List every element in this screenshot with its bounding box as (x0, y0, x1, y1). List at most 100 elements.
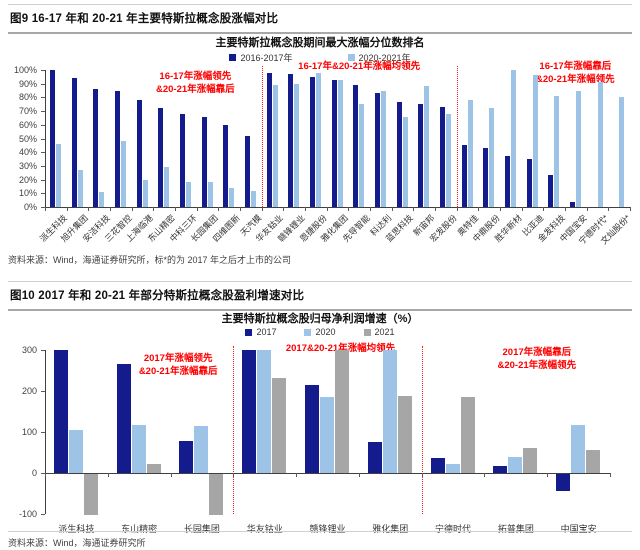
x-axis-label: 派生科技 (58, 524, 95, 534)
bar (305, 384, 319, 473)
y-axis-line (45, 350, 46, 514)
bar (402, 116, 408, 207)
bar (272, 85, 278, 207)
bar (164, 167, 170, 207)
x-axis-tick (421, 473, 423, 477)
legend-item: 2021 (363, 327, 395, 337)
annotation: 2017&20-21年涨幅均领先 (285, 343, 396, 354)
figure10-caption: 图10 2017 年和 20-21 年部分特斯拉概念股盈利增速对比 (10, 290, 305, 302)
bar (229, 187, 235, 207)
bar (532, 75, 538, 207)
bar (207, 182, 213, 207)
x-axis-tick (610, 473, 611, 477)
bar (315, 72, 321, 207)
bar (489, 108, 495, 207)
bar (460, 397, 475, 473)
legend-color-swatch (363, 328, 371, 336)
bar (461, 145, 467, 207)
legend-color-swatch (347, 54, 355, 61)
x-axis-label: 东山精密 (121, 524, 158, 534)
y-axis-tick-label: 20% (18, 174, 37, 185)
y-axis-tick-label: 200 (21, 386, 37, 396)
bar (504, 156, 510, 207)
bar (194, 425, 209, 473)
bar (242, 350, 257, 473)
x-axis-tick (88, 207, 90, 211)
bar (83, 474, 98, 515)
y-axis-tick (41, 350, 45, 351)
x-axis-tick (608, 207, 610, 211)
x-axis-tick (358, 473, 360, 477)
legend-label: 2021 (374, 327, 395, 337)
y-axis-tick (41, 391, 45, 392)
x-axis-tick (153, 207, 155, 211)
y-axis-tick-label: 70% (18, 106, 37, 117)
bar (569, 201, 575, 207)
figure10-source: 资料来源：Wind，海通证券研究所 (8, 531, 632, 549)
bar (526, 159, 532, 207)
bar (53, 350, 68, 473)
bar (493, 465, 508, 473)
bar (114, 90, 120, 207)
legend-color-swatch (229, 54, 237, 61)
y-axis-tick (41, 193, 45, 195)
x-axis-tick (66, 207, 68, 211)
x-axis-label: 宁德时代 (435, 524, 472, 534)
x-axis-tick (45, 473, 46, 477)
chart-profit-growth: 主要特斯拉概念股归母净利润增速（%） 2017 2020 2021 -100 0 100… (0, 310, 640, 534)
chart1-legend: 2016-2017年 2020-2021年 (0, 51, 640, 64)
y-axis-tick-label: 80% (18, 92, 37, 103)
group-separator (261, 66, 263, 207)
bar (510, 70, 516, 207)
y-axis-tick (41, 111, 45, 113)
bar (396, 101, 402, 207)
x-axis-tick (547, 473, 549, 477)
x-axis-tick (107, 473, 109, 477)
x-axis-tick (326, 207, 328, 211)
x-axis-tick (305, 207, 306, 211)
y-axis-tick-label: 100% (13, 65, 37, 75)
x-axis-tick (586, 207, 588, 211)
legend-item: 2017 (245, 327, 276, 337)
bar (597, 82, 603, 207)
bar (142, 179, 148, 207)
bar (523, 447, 538, 473)
y-axis-tick-label: 10% (18, 188, 37, 199)
group-separator (233, 346, 235, 514)
bar (158, 108, 164, 207)
legend-item: 2020 (304, 327, 336, 337)
bar (120, 141, 126, 207)
x-axis-tick (370, 207, 371, 211)
x-axis-label: 长园集团 (183, 524, 220, 534)
bar (508, 457, 523, 473)
y-axis-tick-label: 100 (21, 427, 37, 437)
bar (439, 106, 445, 207)
bar (556, 474, 571, 492)
legend-label: 2020-2021年 (358, 53, 411, 63)
bar (359, 104, 365, 207)
legend-color-swatch (304, 328, 312, 336)
figure9-caption: 图9 16-17 年和 20-21 年主要特斯拉概念股涨幅对比 (10, 13, 279, 25)
y-axis-tick (41, 165, 45, 167)
bar (320, 397, 334, 473)
bar (244, 135, 250, 207)
bar (337, 79, 343, 207)
x-axis-tick (218, 207, 220, 211)
y-axis-tick-label: 0% (23, 202, 37, 212)
bar (445, 113, 451, 207)
x-axis-label: 中国宝安 (560, 524, 597, 534)
x-axis-tick (283, 207, 285, 211)
bar (116, 364, 131, 473)
bar (223, 124, 229, 207)
bar (424, 86, 430, 207)
bar (374, 93, 380, 207)
x-axis-tick (131, 207, 133, 211)
bar (575, 90, 581, 207)
bar (250, 190, 256, 207)
annotation: 16-17年涨幅靠后 &20-21年涨幅领先 (535, 61, 615, 86)
bar (131, 424, 146, 473)
x-axis-tick (240, 207, 241, 211)
bar (418, 104, 424, 207)
bar (136, 100, 142, 207)
